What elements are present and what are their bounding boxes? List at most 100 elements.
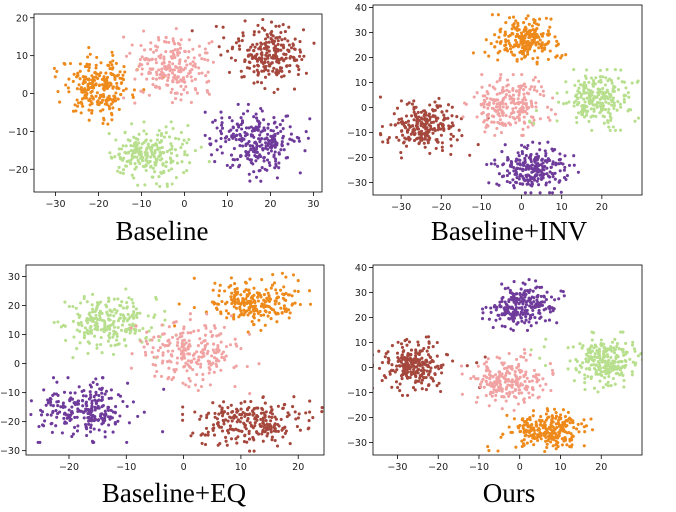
point-cluster-4 [62,416,66,420]
point-cluster-4 [100,386,104,390]
point-cluster-3 [159,374,164,378]
point-cluster-2 [224,309,228,313]
point-cluster-4 [594,114,598,118]
point-cluster-3 [274,47,278,51]
point-cluster-5 [206,433,210,437]
point-cluster-4 [572,68,576,72]
point-cluster-5 [275,444,280,448]
point-cluster-3 [161,332,165,336]
point-cluster-1 [434,119,438,123]
point-cluster-2 [269,317,273,321]
point-cluster-1 [85,88,89,92]
point-cluster-3 [194,360,198,364]
point-cluster-4 [46,398,50,402]
point-cluster-5 [283,402,287,406]
point-cluster-3 [494,373,498,377]
point-cluster-1 [404,120,408,125]
point-cluster-3 [145,342,150,346]
point-cluster-4 [77,385,81,389]
point-cluster-4 [118,171,123,175]
point-cluster-4 [134,145,138,149]
point-cluster-1 [90,89,94,93]
x-tick-label: −10 [469,462,489,473]
point-cluster-4 [153,148,157,152]
point-cluster-4 [97,428,101,432]
point-cluster-1 [91,83,95,88]
point-cluster-2 [535,295,539,299]
point-cluster-4 [588,355,592,359]
point-cluster-2 [241,298,245,302]
point-cluster-4 [121,158,125,162]
point-cluster-1 [413,380,417,384]
point-cluster-4 [186,124,190,128]
point-outlier [222,325,226,329]
point-cluster-4 [599,369,603,374]
point-cluster-3 [521,98,525,102]
point-cluster-2 [524,318,528,322]
point-cluster-1 [431,345,435,349]
point-cluster-3 [259,81,264,85]
point-cluster-2 [171,49,175,53]
point-outlier [496,449,500,453]
point-cluster-4 [611,125,615,129]
point-cluster-2 [530,38,534,42]
point-cluster-3 [220,352,224,356]
point-cluster-4 [152,153,156,158]
point-cluster-1 [64,83,68,87]
point-cluster-1 [111,85,115,89]
point-cluster-1 [78,341,82,345]
point-cluster-5 [227,129,231,133]
point-cluster-4 [591,363,596,367]
point-cluster-5 [277,166,281,170]
point-cluster-3 [298,54,302,58]
point-outlier [116,97,120,101]
point-cluster-5 [548,191,552,195]
point-cluster-4 [144,164,148,168]
point-cluster-4 [586,88,591,92]
point-cluster-5 [267,161,271,165]
point-cluster-1 [111,59,115,63]
point-cluster-4 [136,148,140,153]
point-cluster-2 [266,291,270,295]
point-cluster-5 [226,412,230,416]
point-cluster-3 [498,118,502,122]
point-cluster-5 [224,439,228,443]
point-cluster-4 [76,407,80,411]
point-cluster-5 [254,175,259,179]
point-cluster-4 [610,365,614,369]
point-cluster-2 [500,282,504,286]
point-cluster-2 [539,294,543,298]
point-cluster-3 [240,75,244,79]
point-cluster-5 [260,143,264,147]
point-cluster-2 [211,288,215,292]
point-cluster-3 [495,126,499,130]
point-cluster-4 [611,96,616,100]
point-cluster-2 [524,32,529,36]
point-outlier [475,115,479,119]
point-cluster-5 [557,430,561,434]
point-cluster-1 [449,132,453,136]
point-cluster-5 [589,417,593,421]
point-cluster-2 [122,96,126,100]
point-cluster-5 [520,143,524,147]
point-cluster-2 [188,69,192,73]
point-cluster-3 [479,385,483,389]
point-cluster-4 [628,357,632,361]
point-cluster-5 [254,406,259,410]
point-outlier [544,16,548,20]
point-cluster-5 [270,415,274,419]
point-cluster-3 [498,356,502,360]
point-cluster-3 [506,383,510,387]
point-cluster-1 [113,343,117,347]
point-cluster-4 [606,79,610,83]
point-cluster-3 [156,349,160,353]
point-cluster-2 [176,48,180,52]
point-cluster-4 [56,399,60,404]
point-cluster-4 [592,109,596,113]
point-cluster-2 [170,87,174,91]
point-cluster-4 [585,68,589,72]
point-cluster-1 [84,75,88,79]
point-cluster-1 [435,140,439,144]
point-cluster-1 [416,371,420,375]
point-cluster-5 [554,433,558,437]
